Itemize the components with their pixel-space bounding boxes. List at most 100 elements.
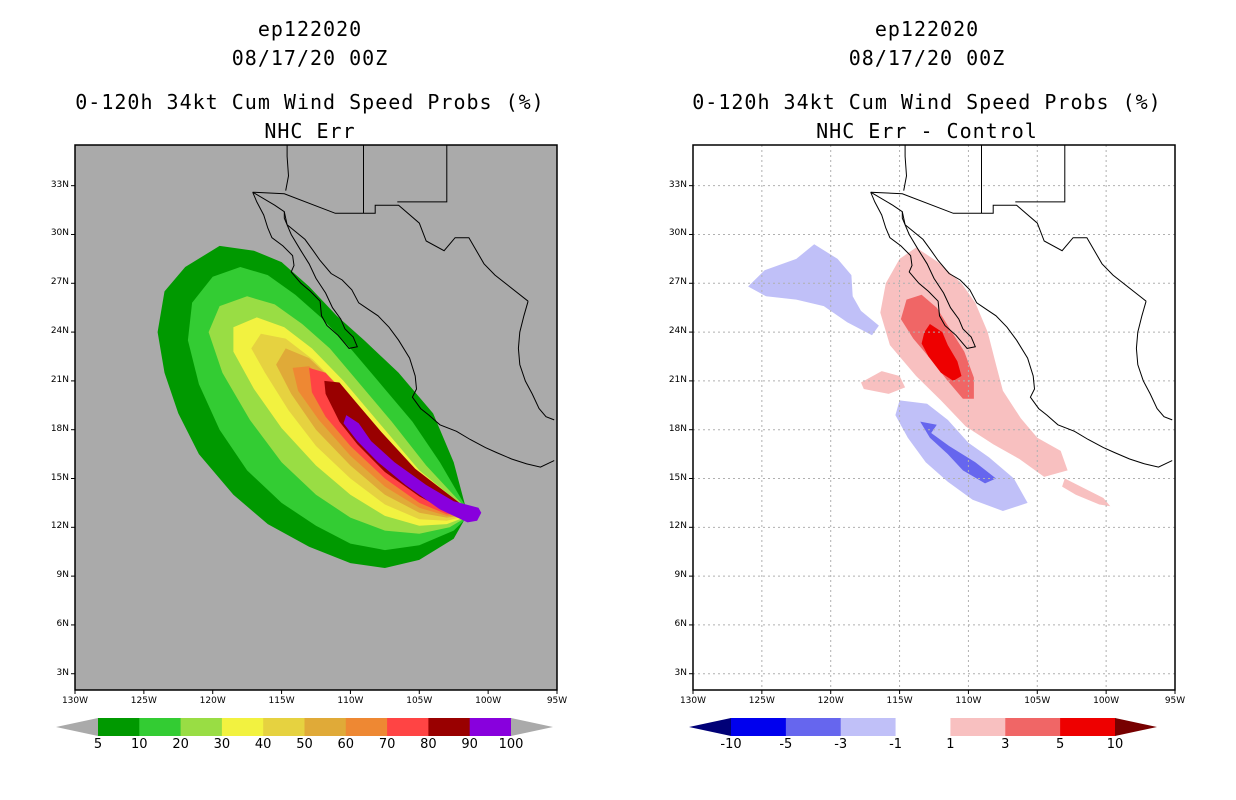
- right-coastline-3: [870, 191, 1147, 302]
- right-lon-tick-label: 120W: [817, 696, 844, 706]
- right-coastline-2: [1135, 301, 1173, 421]
- right-storm-id: ep122020: [874, 17, 980, 41]
- right-colorbar-swatch-0: [731, 718, 787, 736]
- left-colorbar-under-triangle: [56, 718, 98, 736]
- right-lat-tick-label: 21N: [668, 374, 687, 385]
- left-lon-tick-label: 120W: [199, 696, 226, 706]
- right-colorbar-swatch-3: [895, 718, 951, 736]
- right-contour-5-level-neg1: [748, 244, 879, 336]
- left-lat-tick-label: 12N: [50, 521, 69, 532]
- left-colorbar-label: 100: [498, 737, 524, 752]
- right-datetime: 08/17/20 00Z: [848, 46, 1006, 70]
- left-colorbar-swatch-5: [304, 718, 347, 736]
- right-colorbar-label: 5: [1056, 737, 1065, 752]
- left-lon-tick-label: 125W: [130, 696, 157, 706]
- left-lat-tick-label: 6N: [56, 618, 69, 629]
- left-plot-frame: [74, 144, 558, 691]
- left-colorbar-swatch-7: [387, 718, 429, 736]
- left-lat-tick-label: 24N: [50, 326, 69, 337]
- right-colorbar-label: 1: [946, 737, 955, 752]
- right-lon-tick-label: 115W: [886, 696, 913, 706]
- left-lon-tick-label: 115W: [268, 696, 295, 706]
- right-colorbar-swatch-4: [950, 718, 1006, 736]
- left-lat-tick-label: 18N: [50, 423, 69, 434]
- left-lat-tick-label: 27N: [50, 277, 69, 288]
- right-chart-subtitle: NHC Err - Control: [816, 119, 1038, 143]
- right-coastline-1: [870, 192, 976, 349]
- right-lat-tick-label: 33N: [668, 179, 687, 190]
- right-lat-tick-label: 6N: [674, 618, 687, 629]
- left-lat-tick-label: 30N: [50, 228, 69, 239]
- right-colorbar-over-triangle: [1115, 718, 1157, 736]
- left-storm-id: ep122020: [257, 17, 363, 41]
- left-coastline-4: [285, 145, 290, 191]
- left-lat-tick-label: 15N: [50, 472, 69, 483]
- left-lat-tick-label: 21N: [50, 374, 69, 385]
- left-chart-subtitle: NHC Err: [264, 119, 356, 143]
- right-colorbar-swatch-2: [840, 718, 897, 736]
- left-colorbar-swatch-8: [428, 718, 471, 736]
- right-coastline-4: [903, 145, 908, 191]
- left-colorbar-swatch-3: [221, 718, 264, 736]
- left-chart-title: 0-120h 34kt Cum Wind Speed Probs (%): [75, 90, 545, 114]
- right-coastline-6: [1015, 145, 1066, 203]
- left-colorbar-swatch-9: [469, 718, 512, 736]
- right-colorbar-label: -1: [889, 737, 903, 752]
- left-colorbar-label: 10: [131, 737, 148, 752]
- left-datetime: 08/17/20 00Z: [231, 46, 389, 70]
- left-coastline-1: [252, 192, 358, 349]
- right-lon-tick-label: 130W: [679, 696, 707, 706]
- right-lat-tick-label: 27N: [668, 277, 687, 288]
- right-lon-tick-label: 110W: [955, 696, 982, 706]
- left-colorbar-swatch-6: [345, 718, 388, 736]
- right-chart-title: 0-120h 34kt Cum Wind Speed Probs (%): [692, 90, 1162, 114]
- right-contour-7-level-neg3: [920, 421, 996, 484]
- left-colorbar-over-triangle: [511, 718, 553, 736]
- right-lon-tick-label: 100W: [1093, 696, 1120, 706]
- right-colorbar-label: 10: [1106, 737, 1124, 752]
- left-contour-8-level-80: [324, 380, 475, 515]
- right-lat-tick-label: 30N: [668, 228, 687, 239]
- left-colorbar-label: 50: [296, 737, 313, 752]
- left-lat-tick-label: 33N: [50, 179, 69, 190]
- left-colorbar-swatch-0: [98, 718, 140, 736]
- right-plot-frame: [692, 144, 1176, 691]
- left-coastline-6: [397, 145, 448, 203]
- left-coastline-2: [517, 301, 555, 421]
- left-colorbar-label: 20: [172, 737, 189, 752]
- left-colorbar-label: 30: [213, 737, 231, 752]
- left-coastline-0: [252, 191, 555, 468]
- left-lon-tick-label: 110W: [337, 696, 364, 706]
- right-colorbar-label: 3: [1001, 737, 1010, 752]
- right-colorbar-swatch-6: [1060, 718, 1116, 736]
- left-lon-tick-label: 100W: [475, 696, 502, 706]
- right-colorbar-under-triangle: [689, 718, 731, 736]
- right-lat-tick-label: 15N: [668, 472, 687, 483]
- right-lat-tick-label: 12N: [668, 521, 687, 532]
- left-lat-tick-label: 3N: [56, 667, 69, 678]
- left-lon-tick-label: 130W: [61, 696, 89, 706]
- right-colorbar-label: -3: [834, 737, 848, 752]
- left-colorbar-swatch-1: [139, 718, 182, 736]
- left-colorbar-label: 60: [337, 737, 355, 752]
- right-coastline-0: [870, 191, 1173, 468]
- right-lon-tick-label: 125W: [748, 696, 775, 706]
- right-colorbar-label: -10: [720, 737, 742, 752]
- right-colorbar-swatch-1: [785, 718, 842, 736]
- right-lon-tick-label: 105W: [1024, 696, 1051, 706]
- right-contour-2-level-1: [1062, 478, 1111, 507]
- left-colorbar-swatch-2: [180, 718, 223, 736]
- left-lon-tick-label: 95W: [546, 696, 568, 706]
- right-lat-tick-label: 24N: [668, 326, 687, 337]
- right-contour-4-level-5: [921, 324, 962, 381]
- right-lat-tick-label: 9N: [674, 570, 687, 581]
- right-lat-tick-label: 18N: [668, 423, 687, 434]
- left-colorbar-label: 80: [420, 737, 437, 752]
- right-lon-tick-label: 95W: [1164, 696, 1186, 706]
- left-colorbar-label: 70: [378, 737, 396, 752]
- left-colorbar-label: 90: [461, 737, 478, 752]
- left-colorbar-label: 5: [93, 737, 103, 752]
- left-lat-tick-label: 9N: [56, 570, 69, 581]
